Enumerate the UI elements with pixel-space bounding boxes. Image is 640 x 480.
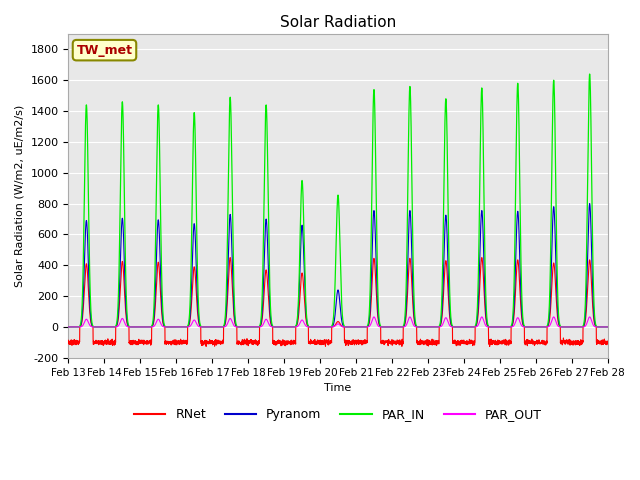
Title: Solar Radiation: Solar Radiation: [280, 15, 396, 30]
Y-axis label: Solar Radiation (W/m2, uE/m2/s): Solar Radiation (W/m2, uE/m2/s): [15, 105, 25, 287]
Legend: RNet, Pyranom, PAR_IN, PAR_OUT: RNet, Pyranom, PAR_IN, PAR_OUT: [129, 403, 547, 426]
Text: TW_met: TW_met: [77, 44, 132, 57]
X-axis label: Time: Time: [324, 383, 351, 393]
